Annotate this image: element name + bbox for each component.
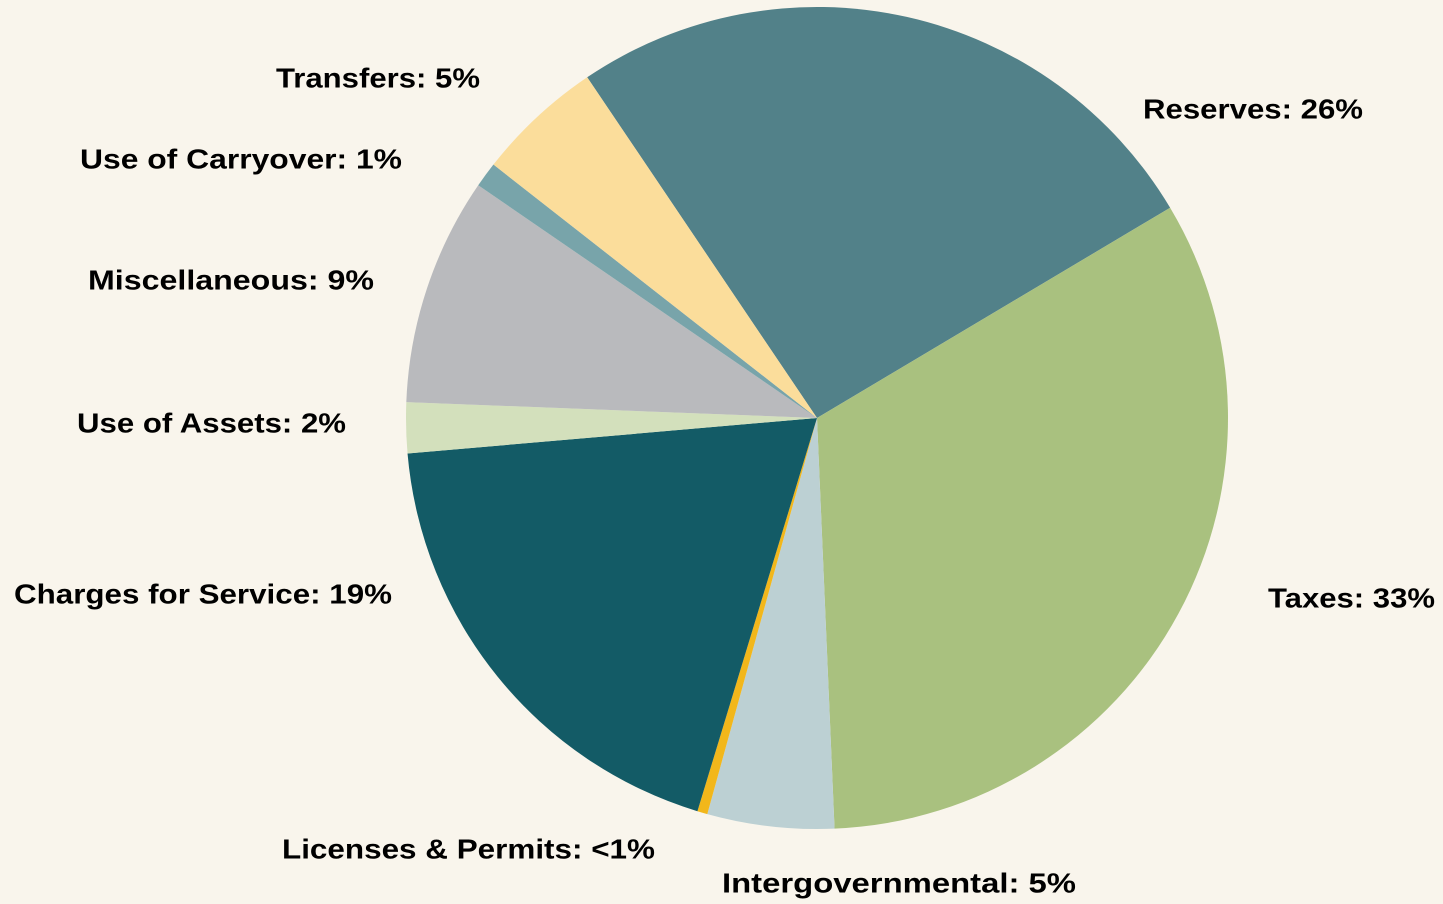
pie-slice xyxy=(697,418,817,815)
pie-slice xyxy=(406,402,817,454)
slice-label: Use of Carryover: 1% xyxy=(80,143,402,174)
pie-slice xyxy=(493,77,817,418)
pie-slice xyxy=(407,418,817,812)
pie-slice xyxy=(587,6,1171,418)
pie-slice xyxy=(707,418,835,829)
pie-slice xyxy=(406,185,817,418)
slice-label: Licenses & Permits: <1% xyxy=(282,833,655,864)
slice-label: Taxes: 33% xyxy=(1268,582,1435,613)
slice-label: Intergovernmental: 5% xyxy=(722,867,1076,898)
pie-slice xyxy=(817,207,1228,829)
slice-label: Charges for Service: 19% xyxy=(14,578,392,609)
slice-label: Transfers: 5% xyxy=(276,62,480,93)
slice-label: Reserves: 26% xyxy=(1143,93,1363,124)
pie-slice xyxy=(478,164,817,418)
slice-label: Miscellaneous: 9% xyxy=(88,264,374,295)
slice-label: Use of Assets: 2% xyxy=(77,407,346,438)
